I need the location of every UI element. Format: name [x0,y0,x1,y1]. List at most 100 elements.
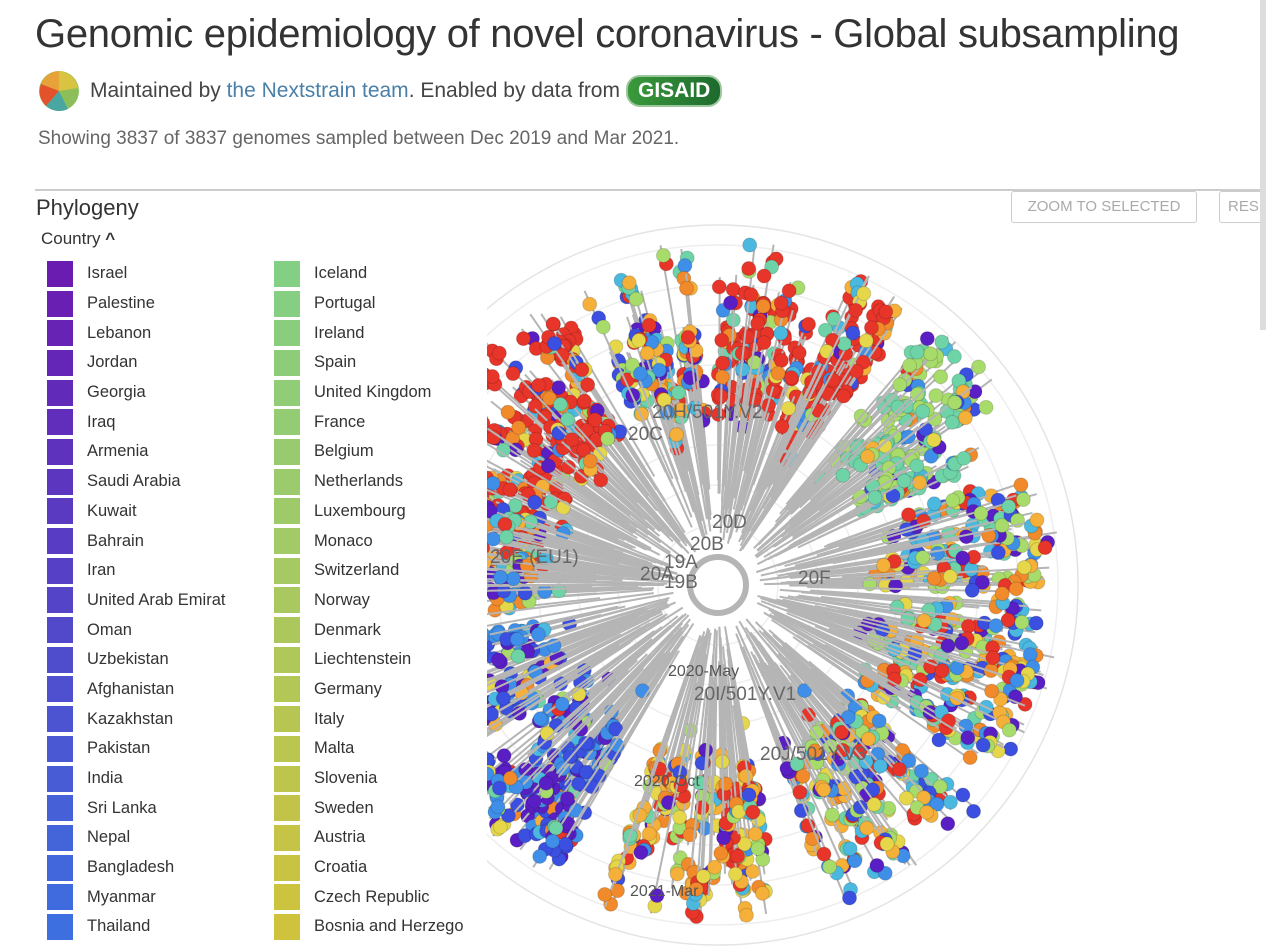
reset-layout-button[interactable]: RESET [1219,191,1266,223]
gisaid-logo-link[interactable]: GISAID [625,75,723,107]
tip-dot [890,399,906,415]
legend-item[interactable]: Spain [274,348,464,378]
legend-item[interactable]: Ireland [274,318,464,348]
tree-branch [575,360,686,534]
legend-item[interactable]: Oman [47,615,225,645]
legend-item[interactable]: Luxembourg [274,497,464,527]
legend-label: Austria [314,828,366,847]
tip-dot [1022,647,1038,663]
legend-item[interactable]: Denmark [274,615,464,645]
tip-dot [743,287,759,303]
legend-item[interactable]: Iceland [274,259,464,289]
legend-label: Iraq [87,412,116,431]
legend-item[interactable]: United Kingdom [274,378,464,408]
legend-item[interactable]: Thailand [47,912,225,942]
legend-item[interactable]: Sweden [274,793,464,823]
legend-item[interactable]: Palestine [47,289,225,319]
legend-item[interactable]: Belgium [274,437,464,467]
legend-swatch [274,824,300,851]
legend-item[interactable]: Sri Lanka [47,793,225,823]
tip-dot [993,691,1009,707]
legend-label: Myanmar [87,887,156,906]
tree-branch [686,323,712,520]
tip-dot [926,496,942,512]
tip-dot [727,866,743,882]
legend-item[interactable]: Kuwait [47,497,225,527]
tip-dot [679,280,695,296]
legend-item[interactable]: Jordan [47,348,225,378]
legend-item[interactable]: Myanmar [47,882,225,912]
legend-item[interactable]: Switzerland [274,556,464,586]
tip-dot [856,286,872,302]
tip-dot [580,377,596,393]
legend-item[interactable]: Nepal [47,823,225,853]
legend-item[interactable]: India [47,764,225,794]
legend-item[interactable]: France [274,407,464,437]
tip-dot [901,507,917,523]
tip-dot [795,768,811,784]
panel-title: Phylogeny [36,195,139,220]
legend-label: Armenia [87,442,149,461]
legend-label: Georgia [87,383,146,402]
tip-dot [869,857,885,873]
tip-dot [934,334,950,350]
legend-item[interactable]: Lebanon [47,318,225,348]
legend-item[interactable]: Austria [274,823,464,853]
color-by-toggle[interactable]: Country ^ [41,229,115,249]
legend-swatch [47,765,73,792]
legend-item[interactable]: Georgia [47,378,225,408]
nextstrain-team-link[interactable]: the Nextstrain team [226,79,409,102]
legend-item[interactable]: Afghanistan [47,675,225,705]
tree-branch [496,610,663,691]
legend-swatch [47,884,73,911]
tree-branch [813,414,969,521]
legend-swatch [274,617,300,644]
legend-item[interactable]: Slovenia [274,764,464,794]
legend-item[interactable]: United Arab Emirat [47,586,225,616]
legend-item[interactable]: Portugal [274,289,464,319]
tip-dot [490,799,506,815]
legend-item[interactable]: Italy [274,704,464,734]
tip-dot [933,369,949,385]
tip-dot [542,390,558,406]
tip-dot [621,275,637,291]
legend-item[interactable]: Saudi Arabia [47,467,225,497]
tip-dot [554,696,570,712]
legend-swatch [274,795,300,822]
legend-item[interactable]: Uzbekistan [47,645,225,675]
tip-dot [742,237,758,253]
legend-item[interactable]: Iran [47,556,225,586]
legend-item[interactable]: Croatia [274,853,464,883]
tree-branch [772,634,917,767]
scrollbar[interactable] [1260,0,1266,330]
tip-dot [745,804,761,820]
legend-item[interactable]: Bosnia and Herzego [274,912,464,942]
legend-item[interactable]: Czech Republic [274,882,464,912]
legend-item[interactable]: Bahrain [47,526,225,556]
legend-item[interactable]: Iraq [47,407,225,437]
legend-item[interactable]: Malta [274,734,464,764]
legend-item[interactable]: Monaco [274,526,464,556]
legend-item[interactable]: Armenia [47,437,225,467]
tip-dot [898,790,914,806]
tip-dot [546,638,562,654]
tip-dot [631,332,647,348]
zoom-to-selected-button[interactable]: ZOOM TO SELECTED [1011,191,1197,223]
tip-dot [927,411,943,427]
legend-item[interactable]: Pakistan [47,734,225,764]
legend-item[interactable]: Netherlands [274,467,464,497]
legend-item[interactable]: Bangladesh [47,853,225,883]
legend-item[interactable]: Germany [274,675,464,705]
legend-item[interactable]: Liechtenstein [274,645,464,675]
tree-branch [777,511,1033,573]
tree-root [687,554,749,616]
tree-branch [553,400,676,538]
legend-swatch [47,498,73,525]
legend-item[interactable]: Norway [274,586,464,616]
page-title: Genomic epidemiology of novel coronaviru… [35,12,1180,56]
tree-branch [793,480,906,545]
tip-dot [872,758,888,774]
legend-item[interactable]: Kazakhstan [47,704,225,734]
legend-item[interactable]: Israel [47,259,225,289]
